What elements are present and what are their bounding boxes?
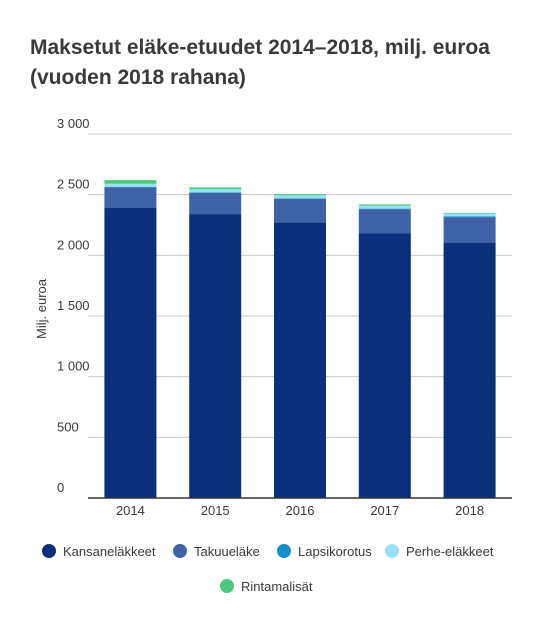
- bar-segment: [443, 216, 496, 218]
- legend: Kansaneläkkeet Takuueläke Lapsikorotus Perh…: [42, 544, 494, 594]
- bar-segment: [104, 183, 157, 187]
- bar-segment: [274, 198, 326, 199]
- legend-swatch: [385, 544, 399, 558]
- bar-segment: [443, 213, 496, 217]
- y-axis-label: Milj. euroa: [34, 278, 49, 339]
- bar-segment: [358, 209, 411, 234]
- legend-label: Rintamalisät: [241, 579, 313, 594]
- bar-segment: [274, 194, 326, 196]
- bar-segment: [189, 192, 242, 215]
- legend-item: Lapsikorotus: [277, 544, 372, 559]
- x-tick-label: 2014: [116, 503, 145, 518]
- legend-swatch: [220, 579, 234, 593]
- bars: [104, 180, 496, 498]
- bar-segment: [189, 189, 242, 193]
- bar-segment: [274, 195, 326, 199]
- bar-segment: [274, 198, 326, 223]
- bar-segment: [189, 214, 242, 498]
- bar-segment: [104, 180, 157, 184]
- bar-segment: [104, 186, 157, 188]
- bar-segment: [443, 212, 496, 214]
- y-tick-label: 3 000: [57, 116, 90, 131]
- chart-title: Maksetut eläke-etuudet 2014–2018, milj. …: [30, 36, 490, 89]
- bar-segment: [189, 192, 242, 193]
- legend-label: Takuueläke: [194, 544, 260, 559]
- x-tick-label: 2017: [370, 503, 399, 518]
- y-tick-label: 500: [57, 419, 79, 434]
- bar-segment: [104, 208, 157, 498]
- legend-label: Perhe-eläkkeet: [406, 544, 494, 559]
- bar-segment: [443, 242, 496, 498]
- x-axis-ticks: 2014 2015 2016 2017 2018: [116, 503, 484, 518]
- y-tick-label: 2 000: [57, 237, 90, 252]
- bar-segment: [358, 233, 411, 498]
- legend-label: Lapsikorotus: [298, 544, 372, 559]
- y-tick-label: 1 000: [57, 359, 90, 374]
- bar-segment: [358, 205, 411, 209]
- legend-label: Kansaneläkkeet: [63, 544, 156, 559]
- legend-item: Takuueläke: [173, 544, 260, 559]
- bar-segment: [443, 217, 496, 243]
- y-tick-label: 0: [57, 480, 64, 495]
- legend-swatch: [277, 544, 291, 558]
- legend-swatch: [173, 544, 187, 558]
- x-tick-label: 2016: [286, 503, 315, 518]
- y-tick-label: 2 500: [57, 177, 90, 192]
- bar-segment: [104, 187, 157, 209]
- legend-item: Rintamalisät: [220, 579, 313, 594]
- bar-segment: [358, 208, 411, 210]
- legend-swatch: [42, 544, 56, 558]
- y-tick-label: 1 500: [57, 298, 90, 313]
- x-tick-label: 2015: [201, 503, 230, 518]
- bar-segment: [358, 204, 411, 206]
- legend-item: Perhe-eläkkeet: [385, 544, 494, 559]
- legend-item: Kansaneläkkeet: [42, 544, 156, 559]
- y-axis-ticks: 0 500 1 000 1 500 2 000 2 500 3 000: [57, 116, 90, 495]
- bar-segment: [274, 222, 326, 498]
- bar-segment: [189, 187, 242, 190]
- x-tick-label: 2018: [455, 503, 484, 518]
